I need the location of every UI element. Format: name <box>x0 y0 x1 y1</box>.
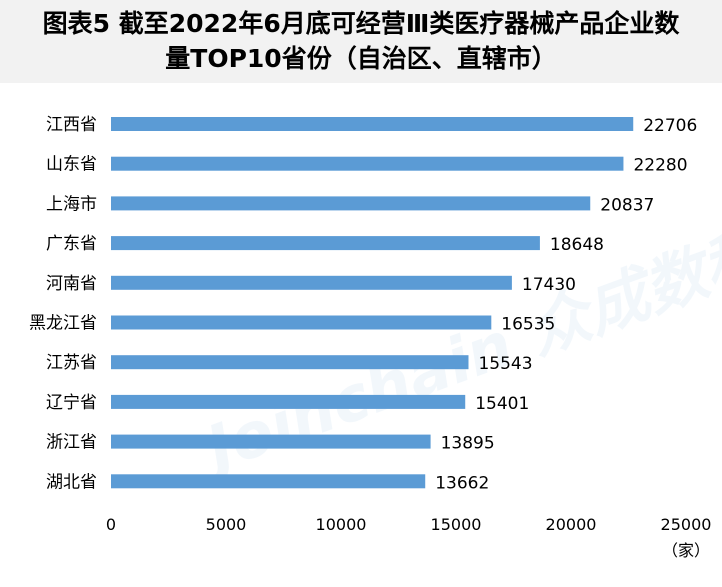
category-label: 上海市 <box>46 194 97 214</box>
x-axis-unit: （家） <box>662 541 710 560</box>
x-tick-label: 5000 <box>206 515 247 534</box>
chart-title: 图表5 截至2022年6月底可经营Ⅲ类医疗器械产品企业数 量TOP10省份（自治… <box>0 6 722 76</box>
bar <box>111 474 426 489</box>
data-label: 18648 <box>550 235 604 255</box>
bar <box>111 236 540 251</box>
data-label: 15401 <box>475 394 529 414</box>
bar <box>111 355 469 370</box>
category-label: 广东省 <box>46 234 97 254</box>
category-label: 辽宁省 <box>46 393 97 413</box>
x-tick-label: 10000 <box>316 515 367 534</box>
bar <box>111 275 512 290</box>
data-label: 22706 <box>643 116 697 136</box>
x-tick-label: 0 <box>106 515 116 534</box>
x-tick-label: 25000 <box>661 515 712 534</box>
x-tick-label: 20000 <box>546 515 597 534</box>
category-label: 山东省 <box>46 155 97 175</box>
data-label: 20837 <box>600 195 654 215</box>
data-label: 16535 <box>501 315 555 335</box>
data-label: 13662 <box>435 473 489 493</box>
bar <box>111 196 591 211</box>
category-label: 黑龙江省 <box>29 314 97 334</box>
bar <box>111 394 466 409</box>
bar <box>111 156 624 171</box>
data-label: 13895 <box>441 434 495 454</box>
x-tick-label: 15000 <box>431 515 482 534</box>
category-label: 湖北省 <box>46 472 97 492</box>
bar <box>111 315 492 330</box>
bar <box>111 434 431 449</box>
category-label: 浙江省 <box>46 433 97 453</box>
title-line-1: 图表5 截至2022年6月底可经营Ⅲ类医疗器械产品企业数 <box>42 9 680 38</box>
title-background <box>0 0 722 83</box>
bar <box>111 117 634 131</box>
title-line-2: 量TOP10省份（自治区、直辖市） <box>165 44 557 73</box>
category-label: 河南省 <box>46 274 97 294</box>
category-label: 江苏省 <box>46 353 97 373</box>
data-label: 22280 <box>633 156 687 176</box>
data-label: 15543 <box>478 354 532 374</box>
category-label: 江西省 <box>46 115 97 135</box>
data-label: 17430 <box>522 275 576 295</box>
